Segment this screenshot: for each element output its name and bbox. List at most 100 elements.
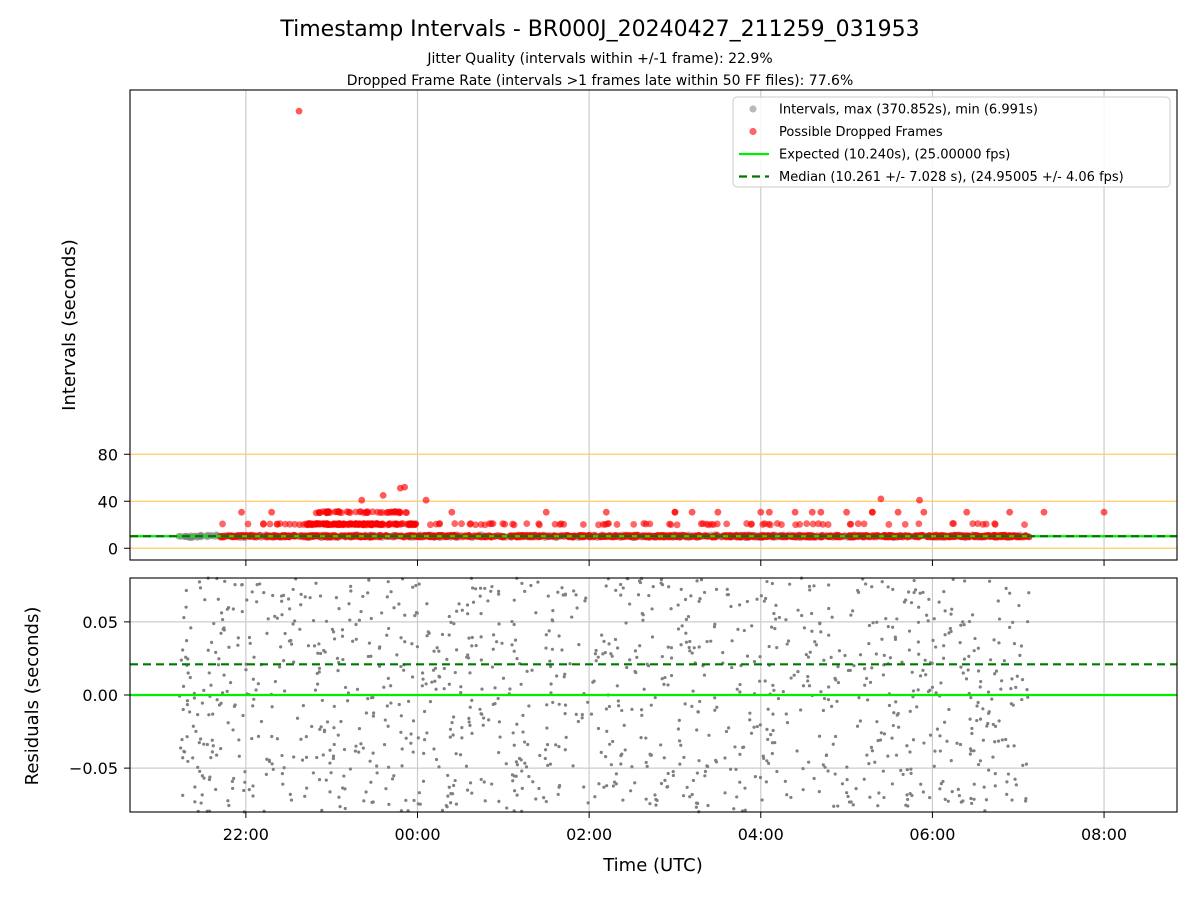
residual-point [483,586,487,591]
residual-point [612,780,617,784]
residual-point [996,599,1000,603]
residual-point [550,647,554,651]
residual-point [663,675,667,680]
residual-point [882,795,886,800]
dropped-frame-point [266,520,274,528]
residual-point [536,580,540,584]
residual-point [460,608,464,612]
residual-point [829,704,834,708]
residual-point [962,623,966,627]
residual-point [666,645,670,649]
residual-point [468,781,473,785]
residual-point [198,737,203,741]
residual-point [515,657,519,661]
dropped-frame-point [642,520,650,528]
residual-point [219,611,224,615]
residual-point [880,637,884,641]
residual-point [198,586,203,590]
residual-point [432,747,436,751]
residual-point [548,659,552,663]
residual-point [564,735,568,740]
residual-point [880,580,884,584]
residual-point [641,618,645,622]
residual-point [489,589,493,593]
residual-point [179,658,183,662]
residual-point [543,748,548,752]
residual-point [1005,780,1009,784]
residual-point [179,746,183,750]
intervals-y-tick-label: 0 [108,539,118,558]
dropped-frame-point [244,520,252,528]
residual-point [1008,625,1012,630]
residual-point [705,639,709,644]
residual-point [343,806,347,811]
residual-point [906,590,911,594]
residual-point [639,735,643,740]
residual-point [978,685,982,689]
dropped-frame-point [345,508,353,516]
residual-point [596,655,600,659]
residual-point [367,641,372,645]
residual-point [997,719,1001,723]
residual-point [300,758,305,762]
residual-point [895,617,899,621]
residual-point [849,613,853,617]
residual-point [357,726,362,731]
residual-point [387,765,391,769]
residual-point [961,671,965,675]
residual-point [910,670,914,674]
residual-point [460,726,464,730]
residual-point [728,767,733,771]
residual-point [339,719,343,724]
residual-point [483,799,487,803]
residual-point [928,733,933,737]
residual-point [186,671,190,675]
residual-point [583,599,587,603]
residual-point [202,742,206,746]
legend-entry: Median (10.261 +/- 7.028 s), (24.95005 +… [779,170,1124,185]
dropped-frame-point [759,521,767,528]
residual-point [808,588,812,592]
residual-point [384,787,388,791]
residual-point [789,676,793,680]
residual-point [184,655,188,659]
dropped-frame-point [1040,508,1048,516]
residual-point [891,587,895,591]
residual-point [446,794,450,798]
residual-point [513,638,518,642]
residual-point [933,749,937,753]
residual-point [403,640,407,644]
residual-point [251,704,255,708]
residual-point [819,630,823,634]
residual-point [745,599,749,604]
residual-point [280,753,284,758]
residual-point [959,665,963,669]
residual-point [271,767,275,771]
residual-point [185,735,189,739]
residual-point [524,765,529,769]
residual-point [551,609,555,613]
residual-point [214,787,218,792]
residual-point [392,606,396,610]
residual-point [570,615,574,619]
residual-point [835,699,839,703]
residual-point [976,646,980,650]
residual-point [662,756,666,760]
residual-point [753,775,757,779]
residual-point [909,601,914,605]
residual-point [1014,685,1018,689]
residual-point [985,724,989,728]
dropped-frame-point [803,520,811,528]
residual-point [640,713,644,717]
residual-point [482,780,486,784]
residual-point [935,727,940,731]
residual-point [210,750,215,754]
residual-point [1021,763,1025,767]
residual-point [389,701,393,705]
residual-point [512,649,516,653]
residual-point [386,676,390,680]
residual-point [905,797,910,802]
residual-point [287,639,292,643]
residual-point [371,695,375,700]
